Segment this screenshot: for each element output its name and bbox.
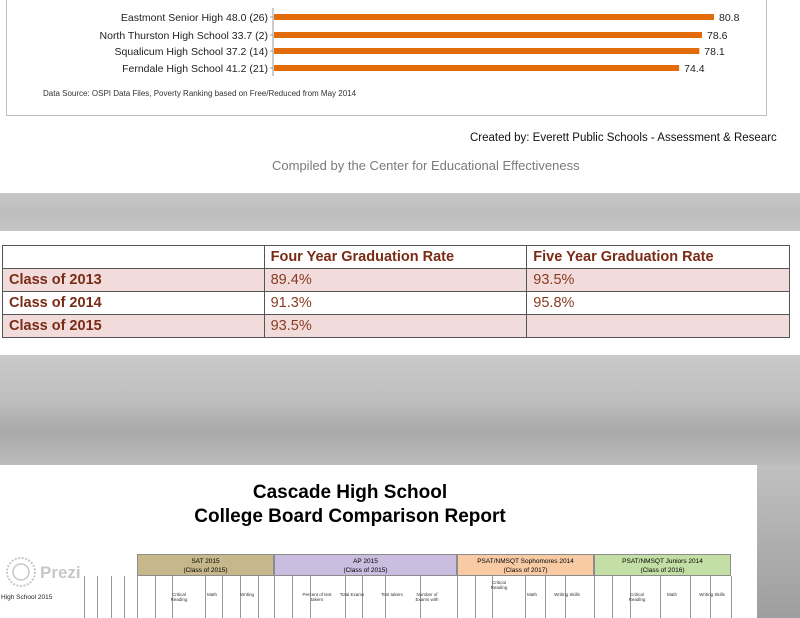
table-row: Class of 2013 89.4% 93.5% [2,268,790,292]
report-grid-line [97,576,98,618]
five-year-rate [526,314,790,338]
five-year-rate: 95.8% [526,291,790,315]
category-label: Squalicum High School 37.2 (14) [114,46,268,58]
report-column-header: Math [526,592,537,597]
report-column-header: Critical Reading [628,592,646,602]
report-grid-line [345,576,346,618]
section-header-psat-juniors: PSAT/NMSQT Juniors 2014 (Class of 2016) [594,554,731,576]
section-name: AP 2015 [353,558,378,565]
table-header-row: Four Year Graduation Rate Five Year Grad… [2,245,790,269]
bar [274,65,680,71]
four-year-rate: 89.4% [263,268,528,292]
report-column-header: Critical Reading [490,580,508,590]
report-column-header: Test takers [381,592,403,597]
five-year-rate: 93.5% [526,268,790,292]
report-grid-line [690,576,691,618]
report-grid-line [565,576,566,618]
section-sub: (Class of 2015) [343,567,388,574]
report-grid-line [240,576,241,618]
bar-value-label: 78.6 [707,30,728,42]
gray-band-top [0,193,800,231]
table-row: Class of 2014 91.3% 95.8% [2,291,790,315]
section-header-ap: AP 2015 (Class of 2015) [274,554,457,576]
report-grid-line [420,576,421,618]
report-column-header: Critical Reading [170,592,188,602]
category-label: Ferndale High School 41.2 (21) [122,63,268,75]
table-row: Class of 2015 93.5% [2,314,790,338]
bar-value-label: 80.8 [719,12,740,24]
bar [274,32,703,38]
category-label: Eastmont Senior High 48.0 (26) [121,12,268,24]
bar-value-label: 74.4 [684,63,705,75]
graduation-rate-table: Four Year Graduation Rate Five Year Grad… [2,245,790,338]
report-grid-line [492,576,493,618]
section-name: PSAT/NMSQT Sophomores 2014 [477,558,574,565]
report-row-school: High School 2015 [1,594,53,601]
report-grid-line [292,576,293,618]
created-by-credit: Created by: Everett Public Schools - Ass… [470,132,777,144]
data-source-note: Data Source: OSPI Data Files, Poverty Ra… [43,89,357,98]
section-sub: (Class of 2015) [183,567,228,574]
report-column-header: Math [666,592,677,597]
prezi-watermark-icon: Prezi [6,557,81,587]
report-grid-line [545,576,546,618]
report-grid-line [362,576,363,618]
report-grid-line [137,576,138,618]
report-grid-line [274,576,275,618]
row-label: Class of 2014 [2,291,265,315]
report-column-header: Math [206,592,217,597]
table-header-five-year: Five Year Graduation Rate [526,245,790,269]
report-grid-line [612,576,613,618]
category-label: North Thurston High School 33.7 (2) [100,30,268,42]
table-header-four-year: Four Year Graduation Rate [263,245,528,269]
report-grid-line [731,576,732,618]
prezi-watermark-text: Prezi [40,563,81,582]
gray-band-middle [0,355,800,465]
report-grid-line [594,576,595,618]
table-header-blank [2,245,265,269]
report-title-name: College Board Comparison Report [194,506,506,527]
report-grid-line [84,576,85,618]
report-grid-line [124,576,125,618]
report-grid-line [457,576,458,618]
report-grid-line [630,576,631,618]
report-column-header: Writing Skills [554,592,580,597]
report-grid-line [111,576,112,618]
section-sub: (Class of 2016) [640,567,685,574]
gray-band-right [757,465,800,618]
section-name: PSAT/NMSQT Juniors 2014 [622,558,703,565]
bar-chart-panel: Eastmont Senior High 48.0 (26) 80.8 North … [6,0,767,116]
report-column-header: Writing Skills [699,592,725,597]
bar-value-label: 78.1 [704,46,725,58]
report-grid-line [385,576,386,618]
report-grid-line [155,576,156,618]
report-grid-line [710,576,711,618]
graduation-bar-chart: Eastmont Senior High 48.0 (26) 80.8 North … [100,8,740,76]
section-name: SAT 2015 [191,558,220,565]
four-year-rate: 91.3% [263,291,528,315]
report-grid-line [525,576,526,618]
report-column-header: Number of Exams with [415,592,439,602]
section-sub: (Class of 2017) [503,567,548,574]
row-label: Class of 2015 [2,314,265,338]
bar [274,48,700,54]
report-column-header: Total Exams [339,592,365,597]
report-grid-line [258,576,259,618]
four-year-rate: 93.5% [263,314,528,338]
report-column-header: Writing [240,592,254,597]
report-grid-line [660,576,661,618]
report-grid-line [222,576,223,618]
report-grid-line [205,576,206,618]
section-header-sat: SAT 2015 (Class of 2015) [137,554,274,576]
report-grid-line [475,576,476,618]
compiled-by-credit: Compiled by the Center for Educational E… [272,158,580,173]
report-title-school: Cascade High School [252,482,448,503]
bar [274,14,714,20]
row-label: Class of 2013 [2,268,265,292]
section-header-psat-sophomores: PSAT/NMSQT Sophomores 2014 (Class of 201… [457,554,594,576]
report-grid-line [310,576,311,618]
report-column-header: Percent of test takers [302,592,332,602]
report-grid-line [172,576,173,618]
